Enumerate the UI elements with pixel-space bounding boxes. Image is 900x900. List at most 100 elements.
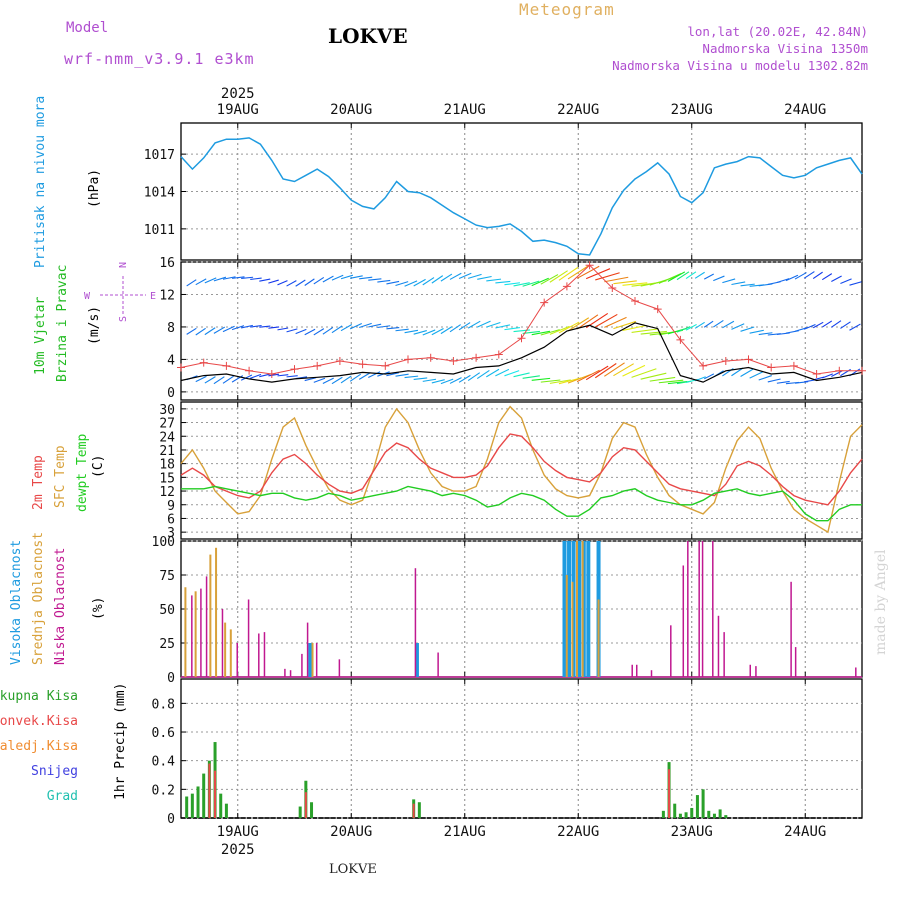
wind-arrow	[594, 363, 617, 379]
wind-arrow	[395, 373, 409, 377]
wind-arrow	[822, 373, 834, 379]
wind-gust-point	[245, 366, 254, 375]
wind-gust-point	[404, 355, 412, 364]
wind-arrow	[658, 379, 684, 384]
wind-gust-point	[177, 363, 185, 372]
wind-arrow	[522, 330, 540, 334]
wind-gust-point	[472, 353, 481, 362]
wind-arrow	[531, 377, 551, 381]
wind-arrow	[776, 278, 790, 284]
wind-arrow	[449, 272, 462, 280]
wind-arrow	[322, 377, 334, 384]
wind-gust-point	[631, 296, 639, 305]
total-precip-bar	[695, 795, 699, 818]
wind-arrow	[295, 279, 306, 287]
top-day-label: 21AUG	[444, 102, 486, 118]
top-day-label: 22AUG	[557, 102, 599, 118]
mid-cloud-bar	[224, 622, 227, 677]
wind-arrow	[504, 282, 521, 286]
bottom-day-label: 23AUG	[671, 824, 713, 840]
wind-arrow	[758, 375, 772, 381]
y-tick-label: 6	[167, 512, 175, 527]
top-day-label: 19AUG	[217, 102, 259, 118]
wind-arrow	[749, 329, 764, 334]
wind-arrow	[204, 277, 217, 284]
wind-arrow	[821, 320, 833, 328]
mid-cloud-bar	[311, 643, 314, 677]
wind-arrow	[740, 368, 754, 378]
y-tick-label: 0.2	[152, 783, 175, 798]
low-cloud-bar	[636, 664, 638, 677]
wind-arrow	[467, 372, 481, 381]
wind-arrow	[331, 376, 343, 385]
wind-arrow	[413, 377, 428, 380]
precip-legend-label: Snijeg	[31, 764, 78, 779]
wind-gust-point	[381, 361, 390, 370]
wind-gust-point	[335, 357, 344, 366]
wind-arrow	[495, 368, 510, 377]
wind-arrow	[549, 379, 571, 384]
wind-arrow	[622, 324, 647, 332]
wind-arrow	[676, 326, 691, 333]
low-cloud-bar	[258, 633, 260, 677]
mid-cloud-bar	[229, 629, 232, 677]
wind-arrow	[540, 379, 561, 383]
wind-arrow	[241, 276, 254, 280]
wind-arrow	[268, 373, 280, 377]
wind-arrow	[558, 266, 579, 281]
total-precip-bar	[673, 803, 677, 818]
wind-arrow	[631, 328, 658, 333]
wind-arrow	[722, 320, 735, 329]
low-cloud-bar	[289, 670, 292, 677]
low-cloud-bar	[247, 599, 250, 677]
wind-arrow	[604, 276, 629, 283]
wind-arrow	[458, 322, 471, 331]
wind-arrow	[504, 370, 520, 377]
total-precip-bar	[310, 802, 314, 818]
low-cloud-bar	[205, 576, 208, 677]
wind-arrow	[731, 323, 745, 330]
wind-arrow	[758, 332, 773, 336]
wind-arrow	[277, 374, 289, 377]
wind-arrow	[186, 327, 197, 335]
wind-arrow	[713, 319, 724, 328]
low-cloud-bar	[338, 659, 341, 677]
wind-arrow	[395, 328, 409, 332]
wind-arrow	[504, 327, 520, 331]
wind-arrow	[222, 375, 234, 384]
wind-arrow	[386, 372, 400, 377]
wind-gust-point	[313, 361, 322, 370]
high-cloud-bar	[562, 541, 567, 677]
wind-gust-point	[449, 357, 458, 366]
wind-arrow	[195, 278, 207, 286]
wind-arrow	[486, 278, 502, 282]
wind-arrow	[849, 323, 861, 331]
high-cloud-bar	[581, 541, 586, 677]
model-label: Model	[66, 20, 109, 36]
compass-w: W	[84, 291, 91, 302]
wind-arrow	[595, 272, 620, 281]
wind-arrow	[250, 277, 262, 281]
y-tick-label: 8	[167, 321, 175, 336]
wind-arrow	[622, 282, 648, 286]
low-cloud-bar	[236, 643, 238, 677]
total-precip-bar	[701, 789, 705, 818]
wind-arrow	[204, 376, 216, 384]
t2m-line	[180, 433, 863, 506]
total-precip-bar	[298, 806, 302, 818]
compass-s: S	[118, 316, 129, 322]
wind-gust-point	[426, 353, 435, 362]
wind-arrow	[613, 363, 634, 377]
wind-arrow	[812, 321, 824, 329]
wind-arrow	[240, 374, 253, 381]
y-tick-label: 12	[159, 485, 175, 500]
wind-arrow	[313, 328, 325, 336]
mid-cloud-bar	[571, 581, 574, 677]
wind-arrow	[476, 369, 490, 380]
wind-arrow	[722, 278, 736, 284]
wind-arrow	[422, 329, 436, 336]
low-cloud-bar	[687, 541, 689, 677]
low-cloud-bar	[306, 622, 309, 677]
low-cloud-bar	[650, 670, 653, 677]
high-cloud-bar	[308, 643, 313, 677]
